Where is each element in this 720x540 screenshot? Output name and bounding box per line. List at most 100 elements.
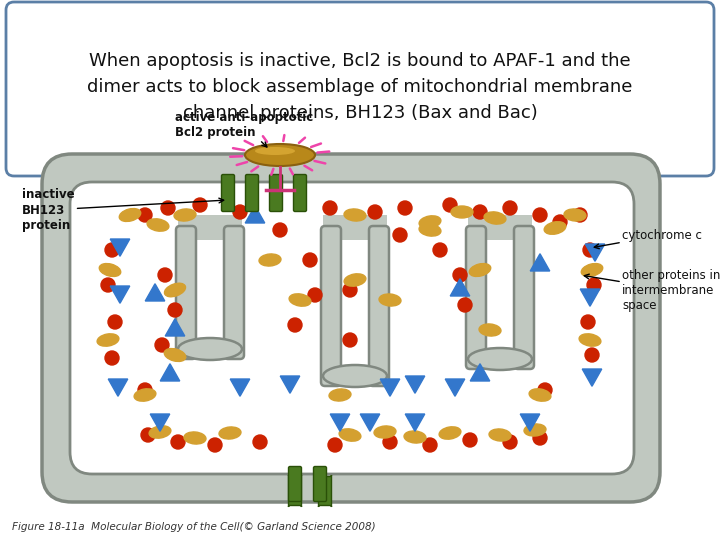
Polygon shape — [530, 254, 550, 271]
Ellipse shape — [245, 144, 315, 166]
Circle shape — [581, 315, 595, 329]
FancyBboxPatch shape — [178, 215, 242, 240]
Circle shape — [138, 208, 152, 222]
Circle shape — [538, 383, 552, 397]
Ellipse shape — [149, 426, 171, 438]
Polygon shape — [166, 319, 185, 336]
Ellipse shape — [134, 389, 156, 401]
Circle shape — [587, 278, 601, 292]
Ellipse shape — [544, 222, 566, 234]
Circle shape — [233, 205, 247, 219]
Polygon shape — [470, 364, 490, 381]
FancyBboxPatch shape — [246, 174, 258, 212]
Ellipse shape — [174, 209, 196, 221]
Ellipse shape — [469, 264, 491, 276]
Circle shape — [288, 318, 302, 332]
Circle shape — [303, 253, 317, 267]
Ellipse shape — [120, 208, 140, 221]
Ellipse shape — [419, 216, 441, 228]
Polygon shape — [360, 414, 379, 431]
Ellipse shape — [451, 206, 473, 218]
Text: Figure 18-11a  Molecular Biology of the Cell(© Garland Science 2008): Figure 18-11a Molecular Biology of the C… — [12, 522, 376, 532]
Circle shape — [155, 338, 169, 352]
FancyBboxPatch shape — [323, 215, 387, 240]
Ellipse shape — [484, 212, 506, 224]
Polygon shape — [280, 376, 300, 393]
Circle shape — [273, 223, 287, 237]
Circle shape — [553, 215, 567, 229]
Polygon shape — [110, 286, 130, 303]
Ellipse shape — [329, 389, 351, 401]
Polygon shape — [585, 244, 605, 261]
FancyBboxPatch shape — [222, 174, 235, 212]
Polygon shape — [150, 414, 170, 431]
Ellipse shape — [379, 294, 401, 306]
FancyBboxPatch shape — [369, 226, 389, 386]
Ellipse shape — [489, 429, 511, 441]
FancyBboxPatch shape — [468, 215, 532, 240]
Ellipse shape — [178, 338, 242, 360]
Ellipse shape — [259, 254, 281, 266]
Ellipse shape — [219, 427, 241, 439]
Circle shape — [343, 283, 357, 297]
Ellipse shape — [344, 274, 366, 286]
Ellipse shape — [289, 294, 311, 306]
Circle shape — [503, 201, 517, 215]
Polygon shape — [450, 279, 469, 296]
Ellipse shape — [564, 209, 586, 221]
Circle shape — [253, 435, 267, 449]
Circle shape — [573, 208, 587, 222]
Polygon shape — [380, 379, 400, 396]
Circle shape — [193, 198, 207, 212]
FancyBboxPatch shape — [466, 226, 486, 369]
Polygon shape — [405, 414, 425, 431]
Ellipse shape — [344, 209, 366, 221]
Ellipse shape — [468, 348, 532, 370]
Circle shape — [398, 201, 412, 215]
Text: cytochrome c: cytochrome c — [594, 228, 702, 249]
Text: inactive
BH123
protein: inactive BH123 protein — [22, 188, 224, 232]
Circle shape — [583, 243, 597, 257]
Ellipse shape — [184, 432, 206, 444]
Ellipse shape — [99, 264, 121, 276]
Polygon shape — [145, 284, 165, 301]
Circle shape — [433, 243, 447, 257]
Circle shape — [323, 201, 337, 215]
FancyBboxPatch shape — [269, 174, 282, 212]
Circle shape — [533, 431, 547, 445]
Polygon shape — [108, 379, 127, 396]
Polygon shape — [110, 239, 130, 256]
FancyBboxPatch shape — [294, 174, 307, 212]
Ellipse shape — [164, 283, 186, 297]
Circle shape — [383, 435, 397, 449]
Ellipse shape — [97, 334, 119, 346]
FancyBboxPatch shape — [42, 154, 660, 502]
Circle shape — [503, 435, 517, 449]
FancyBboxPatch shape — [289, 467, 302, 502]
Polygon shape — [330, 414, 350, 431]
Text: When apoptosis is inactive, Bcl2 is bound to APAF-1 and the
dimer acts to block : When apoptosis is inactive, Bcl2 is boun… — [87, 52, 633, 122]
Circle shape — [443, 198, 457, 212]
Ellipse shape — [419, 224, 441, 236]
Text: other proteins in
intermembrane
space: other proteins in intermembrane space — [584, 268, 720, 312]
Circle shape — [101, 278, 115, 292]
Circle shape — [423, 438, 437, 452]
Ellipse shape — [581, 264, 603, 276]
Ellipse shape — [323, 365, 387, 387]
Polygon shape — [580, 289, 600, 306]
Ellipse shape — [439, 427, 461, 439]
Ellipse shape — [524, 424, 546, 436]
Circle shape — [208, 438, 222, 452]
Circle shape — [533, 208, 547, 222]
FancyBboxPatch shape — [224, 226, 244, 359]
Polygon shape — [582, 369, 602, 386]
FancyBboxPatch shape — [70, 182, 634, 474]
Circle shape — [393, 228, 407, 242]
Circle shape — [105, 351, 119, 365]
Ellipse shape — [147, 219, 169, 231]
Circle shape — [343, 333, 357, 347]
Circle shape — [105, 243, 119, 257]
Polygon shape — [246, 206, 265, 223]
Circle shape — [585, 348, 599, 362]
Ellipse shape — [404, 431, 426, 443]
